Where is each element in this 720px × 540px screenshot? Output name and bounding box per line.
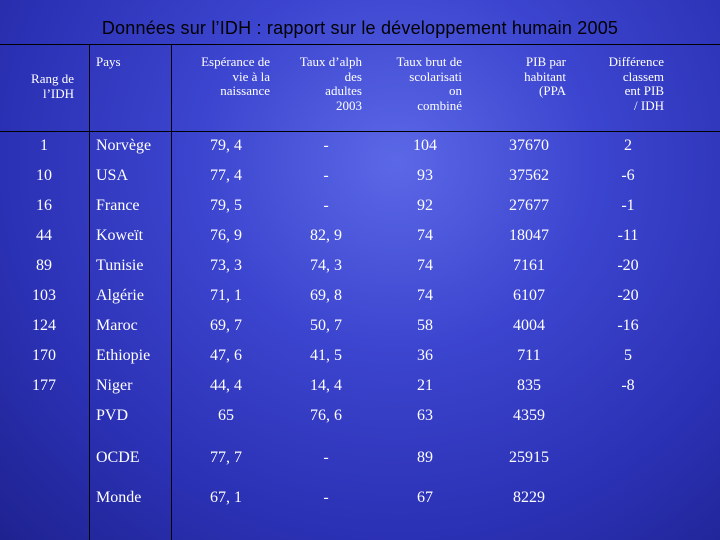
cell-country: Maroc xyxy=(96,317,138,334)
cell-rank: 16 xyxy=(36,197,52,214)
cell-diff: -20 xyxy=(617,287,639,304)
header-life-expectancy: Espérance de vie à la naissance xyxy=(201,54,270,98)
table-border-top xyxy=(0,44,720,45)
cell-gdp: 18047 xyxy=(509,227,549,244)
aggregate-cell-country: Monde xyxy=(96,489,142,506)
aggregate-cell-country: OCDE xyxy=(96,449,140,466)
cell-life: 44, 4 xyxy=(210,377,242,394)
cell-diff: -1 xyxy=(621,197,635,214)
cell-diff: 2 xyxy=(624,137,632,154)
cell-rank: 177 xyxy=(32,377,56,394)
cell-literacy: 74, 3 xyxy=(310,257,342,274)
aggregate-cell-literacy: - xyxy=(323,449,329,466)
aggregate-cell-enrolment: 89 xyxy=(417,449,433,466)
cell-rank: 170 xyxy=(32,347,56,364)
cell-enrolment: 74 xyxy=(417,287,433,304)
cell-country: Niger xyxy=(96,377,133,394)
column-divider-1 xyxy=(89,44,90,540)
header-country: Pays xyxy=(96,54,121,69)
cell-literacy: 82, 9 xyxy=(310,227,342,244)
cell-rank: 44 xyxy=(36,227,52,244)
cell-life: 79, 5 xyxy=(210,197,242,214)
cell-enrolment: 58 xyxy=(417,317,433,334)
cell-life: 73, 3 xyxy=(210,257,242,274)
header-rank: Rang de l’IDH xyxy=(31,71,74,101)
page-title: Données sur l’IDH : rapport sur le dével… xyxy=(101,18,619,38)
header-gdp: PIB par habitant (PPA xyxy=(524,54,566,98)
cell-diff: -6 xyxy=(621,167,635,184)
cell-gdp: 37562 xyxy=(509,167,549,184)
cell-country: Algérie xyxy=(96,287,144,304)
header-divider xyxy=(0,131,720,132)
cell-gdp: 4004 xyxy=(513,317,545,334)
cell-diff: -16 xyxy=(617,317,639,334)
cell-enrolment: 36 xyxy=(417,347,433,364)
cell-diff: 5 xyxy=(624,347,632,364)
cell-country: Koweït xyxy=(96,227,144,244)
cell-rank: 89 xyxy=(36,257,52,274)
cell-country: Tunisie xyxy=(96,257,144,274)
aggregate-cell-enrolment: 67 xyxy=(417,489,433,506)
aggregate-cell-life: 65 xyxy=(218,407,234,424)
header-literacy: Taux d’alph des adultes 2003 xyxy=(299,54,362,113)
aggregate-cell-gdp: 8229 xyxy=(513,489,545,506)
header-enrolment: Taux brut de scolarisati on combiné xyxy=(396,54,462,113)
cell-enrolment: 92 xyxy=(417,197,433,214)
cell-enrolment: 21 xyxy=(417,377,433,394)
cell-diff: -20 xyxy=(617,257,639,274)
column-divider-2 xyxy=(171,44,172,540)
cell-country: Norvège xyxy=(96,137,152,154)
cell-literacy: - xyxy=(323,137,329,154)
aggregate-cell-life: 67, 1 xyxy=(210,489,242,506)
cell-rank: 124 xyxy=(32,317,56,334)
header-rank-difference: Différence classem ent PIB / IDH xyxy=(608,54,664,113)
cell-enrolment: 74 xyxy=(417,227,433,244)
cell-gdp: 7161 xyxy=(513,257,545,274)
aggregate-cell-country: PVD xyxy=(96,407,129,424)
cell-life: 69, 7 xyxy=(210,317,242,334)
cell-rank: 10 xyxy=(36,167,52,184)
cell-literacy: 41, 5 xyxy=(310,347,342,364)
cell-life: 79, 4 xyxy=(210,137,242,154)
aggregate-cell-gdp: 25915 xyxy=(509,449,549,466)
cell-enrolment: 93 xyxy=(417,167,433,184)
cell-literacy: 69, 8 xyxy=(310,287,342,304)
cell-country: USA xyxy=(96,167,129,184)
cell-gdp: 835 xyxy=(517,377,541,394)
cell-enrolment: 74 xyxy=(417,257,433,274)
cell-literacy: 14, 4 xyxy=(310,377,342,394)
cell-life: 77, 4 xyxy=(210,167,242,184)
cell-life: 76, 9 xyxy=(210,227,242,244)
aggregate-cell-gdp: 4359 xyxy=(513,407,545,424)
cell-gdp: 37670 xyxy=(509,137,549,154)
cell-literacy: - xyxy=(323,197,329,214)
cell-gdp: 6107 xyxy=(513,287,545,304)
cell-diff: -8 xyxy=(621,377,635,394)
cell-country: France xyxy=(96,197,140,214)
cell-diff: -11 xyxy=(617,227,639,244)
aggregate-cell-life: 77, 7 xyxy=(210,449,242,466)
cell-life: 71, 1 xyxy=(210,287,242,304)
aggregate-cell-literacy: - xyxy=(323,489,329,506)
cell-country: Ethiopie xyxy=(96,347,151,364)
cell-rank: 103 xyxy=(32,287,56,304)
cell-literacy: 50, 7 xyxy=(310,317,342,334)
cell-gdp: 711 xyxy=(517,347,541,364)
cell-rank: 1 xyxy=(40,137,48,154)
cell-life: 47, 6 xyxy=(210,347,242,364)
aggregate-cell-literacy: 76, 6 xyxy=(310,407,342,424)
cell-gdp: 27677 xyxy=(509,197,549,214)
aggregate-cell-enrolment: 63 xyxy=(417,407,433,424)
cell-literacy: - xyxy=(323,167,329,184)
cell-enrolment: 104 xyxy=(413,137,437,154)
